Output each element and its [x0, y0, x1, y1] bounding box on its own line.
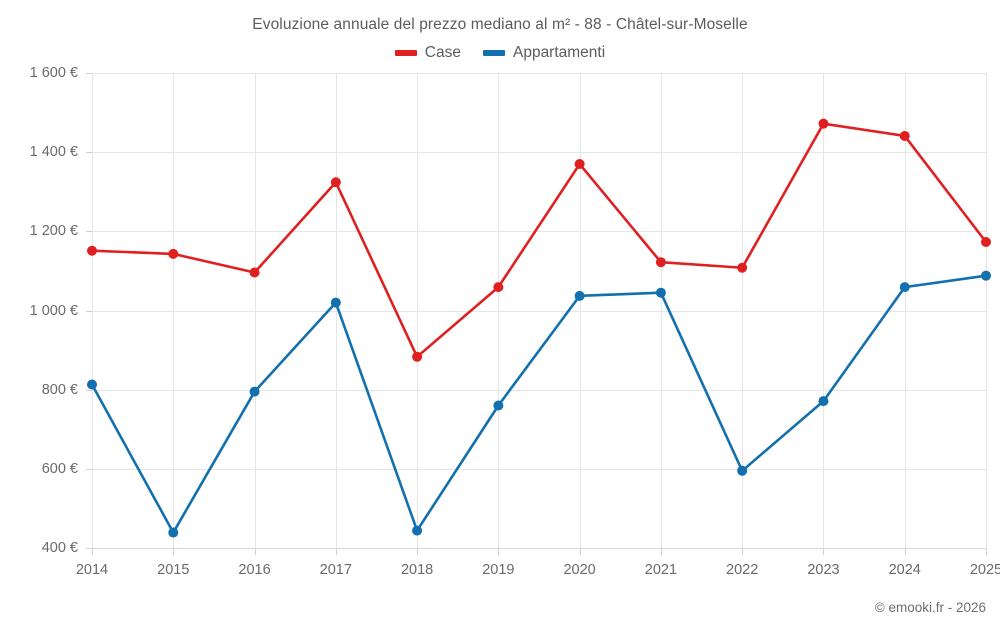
x-tick-label: 2019	[482, 562, 515, 578]
legend-swatch-case	[394, 50, 417, 56]
x-tick-label: 2014	[75, 562, 109, 578]
data-point[interactable]	[818, 396, 829, 407]
x-tick-label: 2015	[157, 562, 190, 578]
legend-item-appartamenti[interactable]: Appartamenti	[482, 44, 606, 62]
y-tick-label-wrap: 400 €	[0, 540, 78, 564]
data-point[interactable]	[249, 386, 260, 397]
y-tick-label-wrap: 600 €	[0, 461, 78, 485]
x-tick-label: 2021	[644, 562, 678, 578]
x-tick-label: 2023	[807, 562, 840, 578]
data-point[interactable]	[574, 159, 585, 170]
x-tick-label: 2020	[563, 562, 596, 578]
data-point[interactable]	[655, 257, 666, 268]
data-point[interactable]	[981, 270, 991, 281]
data-point[interactable]	[737, 262, 748, 273]
data-point[interactable]	[87, 379, 97, 390]
data-point[interactable]	[412, 351, 423, 362]
chart-legend: Case Appartamenti	[0, 44, 1000, 62]
x-tick-label: 2017	[319, 562, 352, 578]
data-point[interactable]	[818, 118, 829, 129]
data-point[interactable]	[981, 237, 991, 248]
y-tick-label-wrap: 1 400 €	[0, 144, 78, 168]
y-tick-label: 1 000 €	[29, 302, 78, 319]
data-point[interactable]	[737, 465, 748, 476]
y-tick-label: 800 €	[41, 381, 78, 398]
data-point[interactable]	[412, 525, 423, 536]
legend-item-case[interactable]: Case	[394, 44, 461, 62]
y-tick-label: 1 600 €	[29, 65, 78, 81]
y-tick-label-wrap: 1 600 €	[0, 65, 78, 89]
y-tick-label-wrap: 800 €	[0, 382, 78, 406]
x-tick-label: 2024	[888, 562, 921, 578]
x-tick-label: 2025	[969, 562, 1000, 578]
data-point[interactable]	[87, 245, 97, 256]
series-appartamenti	[87, 270, 991, 538]
y-tick-label: 1 400 €	[29, 144, 78, 161]
legend-swatch-appartamenti	[482, 50, 505, 56]
data-point[interactable]	[493, 282, 504, 293]
data-point[interactable]	[249, 267, 260, 278]
data-point[interactable]	[899, 282, 910, 293]
data-point[interactable]	[168, 527, 179, 538]
x-tick-label: 2018	[400, 562, 434, 578]
y-tick-label: 600 €	[41, 460, 78, 477]
data-point[interactable]	[330, 297, 341, 308]
y-tick-label: 400 €	[41, 540, 78, 556]
data-point[interactable]	[655, 287, 666, 298]
series-line-case	[90, 122, 988, 359]
x-tick-label: 2016	[238, 562, 271, 578]
y-tick-label-wrap: 1 000 €	[0, 303, 78, 327]
legend-label-case: Case	[424, 44, 461, 61]
y-tick-label-wrap: 1 200 €	[0, 223, 78, 247]
chart-title: Evoluzione annuale del prezzo mediano al…	[252, 16, 748, 33]
data-point[interactable]	[330, 177, 341, 188]
data-point[interactable]	[574, 290, 585, 301]
series-line-appartamenti	[90, 274, 988, 534]
credit-text: © emooki.fr - 2026	[874, 600, 986, 615]
legend-label-appartamenti: Appartamenti	[512, 44, 606, 61]
series-case	[87, 118, 991, 362]
data-point[interactable]	[168, 248, 179, 259]
x-tick-label: 2022	[726, 562, 759, 578]
y-tick-label: 1 200 €	[29, 223, 78, 240]
data-point[interactable]	[493, 400, 504, 411]
data-point[interactable]	[899, 130, 910, 141]
